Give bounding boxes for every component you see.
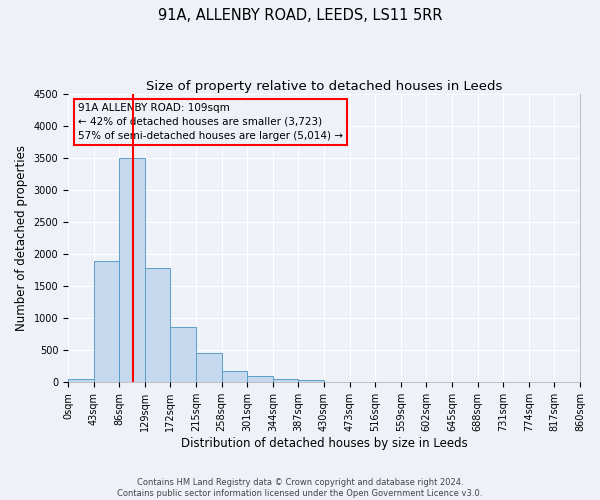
Bar — [94, 260, 119, 382]
Bar — [273, 379, 298, 382]
X-axis label: Distribution of detached houses by size in Leeds: Distribution of detached houses by size … — [181, 437, 467, 450]
Bar — [298, 380, 324, 382]
Text: 91A, ALLENBY ROAD, LEEDS, LS11 5RR: 91A, ALLENBY ROAD, LEEDS, LS11 5RR — [158, 8, 442, 22]
Bar — [145, 268, 170, 382]
Bar — [196, 353, 221, 382]
Bar — [221, 371, 247, 382]
Bar — [247, 376, 273, 382]
Bar — [68, 379, 94, 382]
Text: Contains HM Land Registry data © Crown copyright and database right 2024.
Contai: Contains HM Land Registry data © Crown c… — [118, 478, 482, 498]
Text: 91A ALLENBY ROAD: 109sqm
← 42% of detached houses are smaller (3,723)
57% of sem: 91A ALLENBY ROAD: 109sqm ← 42% of detach… — [78, 103, 343, 141]
Bar — [119, 158, 145, 382]
Title: Size of property relative to detached houses in Leeds: Size of property relative to detached ho… — [146, 80, 502, 93]
Y-axis label: Number of detached properties: Number of detached properties — [15, 146, 28, 332]
Bar — [170, 328, 196, 382]
